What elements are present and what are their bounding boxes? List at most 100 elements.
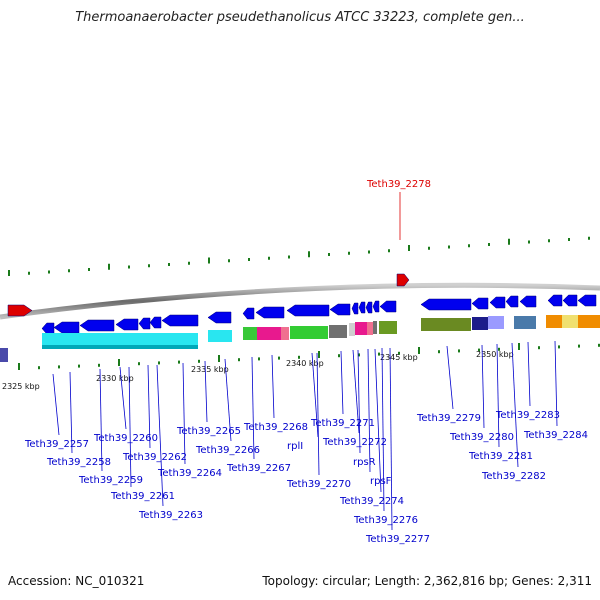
feature-block[interactable] — [421, 318, 471, 331]
gene-arrow[interactable] — [161, 314, 199, 327]
gene-label[interactable]: rplI — [287, 441, 303, 452]
scale-mark — [98, 363, 100, 367]
gene-arrow[interactable] — [79, 319, 115, 332]
gene-arrow[interactable] — [547, 294, 563, 307]
gene-arrow[interactable] — [286, 304, 330, 317]
feature-block[interactable] — [373, 321, 377, 334]
feature-block[interactable] — [257, 327, 281, 340]
feature-block[interactable] — [514, 316, 536, 329]
gene-arrow[interactable] — [365, 301, 373, 314]
gc-tick — [148, 264, 150, 268]
gene-label[interactable]: Teth39_2282 — [481, 471, 546, 482]
gene-label[interactable]: Teth39_2261 — [110, 491, 175, 502]
feature-block[interactable] — [329, 325, 347, 338]
gene-arrow[interactable] — [396, 273, 410, 287]
gene-label[interactable]: Teth39_2257 — [24, 439, 89, 450]
gene-arrow[interactable] — [505, 295, 519, 308]
gene-label[interactable]: Teth39_2268 — [243, 422, 308, 433]
feature-block[interactable] — [355, 322, 367, 335]
feature-block[interactable] — [349, 323, 355, 336]
scale-mark — [378, 352, 380, 356]
gc-tick — [408, 245, 410, 251]
gene-arrow[interactable] — [577, 294, 597, 307]
gene-arrow[interactable] — [53, 321, 80, 334]
gene-arrow[interactable] — [372, 300, 380, 313]
gene-arrow[interactable] — [471, 297, 489, 310]
leader-line — [481, 344, 485, 429]
scale-mark — [338, 354, 340, 358]
feature-block[interactable] — [562, 315, 578, 328]
map-title: Thermoanaerobacter pseudethanolicus ATCC… — [75, 10, 525, 25]
feature-block[interactable] — [208, 330, 232, 342]
gene-arrow[interactable] — [7, 304, 33, 317]
scale-mark — [398, 351, 400, 355]
gene-label[interactable]: Teth39_2270 — [286, 479, 351, 490]
gene-arrow[interactable] — [351, 302, 359, 315]
gene-label[interactable]: rpsR — [353, 457, 376, 468]
feature-block[interactable] — [0, 348, 8, 362]
gene-arrow[interactable] — [255, 306, 285, 319]
gene-arrow[interactable] — [519, 295, 537, 308]
feature-block[interactable] — [578, 315, 600, 328]
gc-tick — [368, 250, 370, 254]
gene-label[interactable]: Teth39_2264 — [157, 468, 222, 479]
gene-arrow[interactable] — [242, 307, 255, 320]
feature-block[interactable] — [42, 345, 198, 349]
scale-track: 2325 kbp 2330 kbp 2335 kbp 2340 kbp 2345 kbp… — [2, 343, 600, 391]
scale-mark — [558, 345, 560, 349]
highlighted-gene-label[interactable]: Teth39_2278 — [366, 179, 431, 190]
feature-block[interactable] — [546, 315, 562, 328]
gene-label[interactable]: Teth39_2272 — [322, 437, 387, 448]
gene-arrow[interactable] — [489, 296, 506, 309]
gene-label[interactable]: Teth39_2279 — [416, 413, 481, 424]
gene-label[interactable]: Teth39_2263 — [138, 510, 203, 521]
feature-block[interactable] — [379, 321, 397, 334]
gene-label[interactable]: Teth39_2284 — [523, 430, 588, 441]
feature-block[interactable] — [488, 316, 504, 329]
gene-arrow[interactable] — [138, 317, 151, 330]
gene-label[interactable]: Teth39_2277 — [365, 534, 430, 545]
gene-label[interactable]: Teth39_2260 — [93, 433, 158, 444]
leader-line — [147, 364, 151, 449]
gene-label[interactable]: Teth39_2283 — [495, 410, 560, 421]
feature-block[interactable] — [243, 327, 257, 340]
feature-block[interactable] — [472, 317, 488, 330]
gene-label[interactable]: Teth39_2258 — [46, 457, 111, 468]
gc-tick — [88, 268, 90, 271]
gene-labels: Teth39_2257 Teth39_2258 Teth39_2259 Teth39_… — [24, 179, 588, 545]
gene-label[interactable]: Teth39_2276 — [353, 515, 418, 526]
gene-label[interactable]: Teth39_2271 — [310, 418, 375, 429]
gene-label[interactable]: Teth39_2265 — [176, 426, 241, 437]
gene-label[interactable]: Teth39_2262 — [122, 452, 187, 463]
gene-label[interactable]: Teth39_2267 — [226, 463, 291, 474]
gene-arrow[interactable] — [207, 311, 232, 324]
feature-block[interactable] — [281, 327, 289, 340]
feature-block[interactable] — [290, 326, 328, 339]
gene-arrow[interactable] — [329, 303, 351, 316]
gene-label[interactable]: Teth39_2266 — [195, 445, 260, 456]
feature-block[interactable] — [367, 322, 373, 335]
leader-line — [381, 347, 385, 512]
gene-arrow[interactable] — [149, 316, 162, 329]
leader-line — [156, 364, 164, 507]
leader-line — [128, 366, 132, 488]
gene-label[interactable]: Teth39_2280 — [449, 432, 514, 443]
feature-block[interactable] — [42, 333, 198, 345]
gc-tick — [228, 259, 230, 263]
gene-arrow[interactable] — [41, 322, 55, 335]
gene-arrow[interactable] — [358, 301, 366, 314]
gene-arrow[interactable] — [562, 294, 578, 307]
gene-label[interactable]: Teth39_2274 — [339, 496, 404, 507]
scale-mark — [298, 355, 300, 359]
leader-line — [311, 352, 319, 438]
leader-line — [99, 368, 103, 472]
gene-arrow[interactable] — [115, 318, 139, 331]
gene-label[interactable]: Teth39_2281 — [468, 451, 533, 462]
scale-mark — [58, 365, 60, 369]
gene-arrow[interactable] — [420, 298, 472, 311]
genome-backbone — [0, 282, 600, 320]
leader-line — [374, 348, 382, 493]
gene-arrow[interactable] — [379, 300, 397, 313]
gene-label[interactable]: Teth39_2259 — [78, 475, 143, 486]
